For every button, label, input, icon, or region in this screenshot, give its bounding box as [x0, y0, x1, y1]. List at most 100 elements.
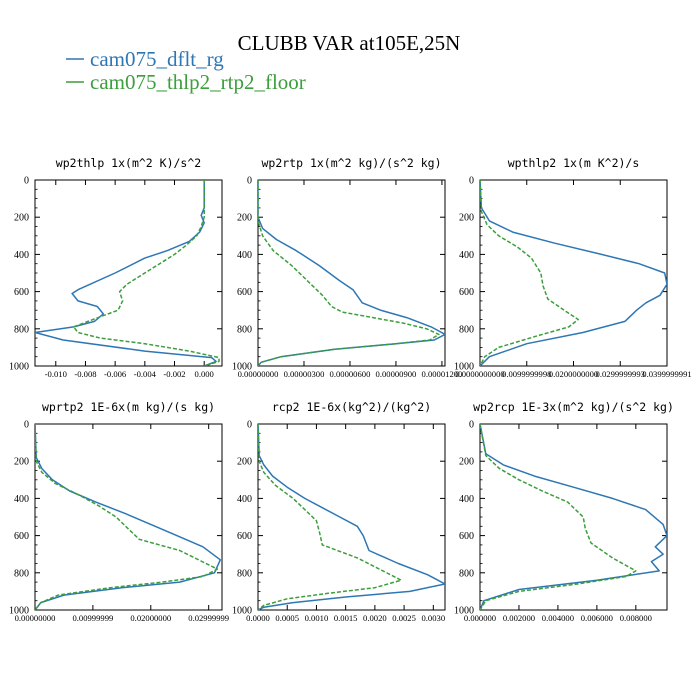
legend-label-floor: cam075_thlp2_rtp2_floor [90, 70, 306, 94]
panels: wp2thlp 1x(m^2 K)/s^2 0 200 400 600 800 1000 -0… [9, 156, 692, 623]
panel-title: wp2rcp 1E-3x(m^2 kg)/(s^2 kg) [473, 400, 674, 414]
panel-title: rcp2 1E-6x(kg^2)/(kg^2) [272, 400, 431, 414]
y-tick-label: 1000 [232, 362, 252, 373]
y-tick-label: 0 [469, 420, 474, 431]
plot-frame [257, 423, 446, 611]
y-tick-label: 1000 [454, 362, 474, 373]
x-tick-label: 0.008000 [620, 613, 652, 623]
x-tick-label: 0.0030 [421, 613, 445, 623]
x-tick-label: -0.010 [45, 369, 67, 379]
y-tick-label: 1000 [9, 606, 29, 617]
series-line-floor [72, 180, 220, 366]
y-tick-label: 0 [247, 420, 252, 431]
x-tick-label: 0.02000000 [130, 613, 171, 623]
series-line-dflt [258, 180, 445, 366]
y-tick-label: 200 [14, 457, 29, 468]
y-tick-label: 0 [469, 176, 474, 187]
plot-frame [34, 179, 223, 367]
x-tick-label: 0.00000300 [284, 369, 325, 379]
plot-frame [257, 179, 446, 367]
y-tick-label: 400 [459, 494, 474, 505]
series-line-floor [480, 180, 579, 366]
plot-frame [479, 179, 668, 367]
series-line-dflt [480, 424, 667, 610]
x-tick-label: 0.00000600 [330, 369, 371, 379]
x-tick-label: 0.00000000 [15, 613, 56, 623]
panel-title: wp2rtp 1x(m^2 kg)/(s^2 kg) [261, 156, 441, 170]
x-tick-label: 0.0099999998 [502, 369, 551, 379]
y-tick-label: 600 [14, 287, 29, 298]
x-tick-label: 0.0000 [246, 613, 270, 623]
x-tick-label: 0.0010 [305, 613, 329, 623]
panel-title: wpthlp2 1x(m K^2)/s [508, 156, 640, 170]
panel-5: wp2rcp 1E-3x(m^2 kg)/(s^2 kg) 0 200 400 600 8… [454, 400, 674, 623]
y-tick-label: 800 [14, 568, 29, 579]
x-tick-label: 0.0025 [392, 613, 416, 623]
x-tick-label: 0.0399999991 [642, 369, 691, 379]
y-tick-label: 0 [247, 176, 252, 187]
y-tick-label: 800 [237, 324, 252, 335]
y-tick-label: 400 [459, 250, 474, 261]
y-tick-label: 400 [14, 250, 29, 261]
y-tick-label: 0 [24, 420, 29, 431]
series-line-floor [480, 424, 637, 610]
series-line-floor [258, 424, 402, 610]
x-tick-label: 0.02999999 [188, 613, 229, 623]
series-line-dflt [258, 424, 445, 610]
panel-3: wprtp2 1E-6x(m kg)/(s kg) 0 200 400 600 800 10… [9, 400, 229, 623]
panel-4: rcp2 1E-6x(kg^2)/(kg^2) 0 200 400 600 800 1000… [232, 400, 446, 623]
x-tick-label: 0.00001200 [422, 369, 463, 379]
y-tick-label: 1000 [232, 606, 252, 617]
y-tick-label: 600 [14, 531, 29, 542]
y-tick-label: 600 [459, 287, 474, 298]
y-tick-label: 800 [459, 324, 474, 335]
legend-label-dflt: cam075_dflt_rg [90, 47, 224, 71]
y-tick-label: 800 [237, 568, 252, 579]
plot-frame [479, 423, 668, 611]
x-tick-label: -0.004 [134, 369, 157, 379]
x-tick-label: -0.008 [74, 369, 96, 379]
y-tick-label: 200 [237, 213, 252, 224]
x-tick-label: -0.002 [163, 369, 185, 379]
x-tick-label: 0.0015 [334, 613, 358, 623]
y-tick-label: 400 [14, 494, 29, 505]
x-tick-label: 0.002000 [503, 613, 535, 623]
x-tick-label: 0.0005 [275, 613, 299, 623]
x-tick-label: 0.006000 [581, 613, 613, 623]
y-tick-label: 600 [459, 531, 474, 542]
y-tick-label: 200 [459, 457, 474, 468]
y-tick-label: 200 [459, 213, 474, 224]
y-tick-label: 0 [24, 176, 29, 187]
x-tick-label: 0.004000 [542, 613, 574, 623]
series-line-dflt [35, 180, 217, 366]
y-tick-label: 400 [237, 494, 252, 505]
y-tick-label: 200 [237, 457, 252, 468]
x-tick-label: -0.006 [104, 369, 127, 379]
x-tick-label: 0.0299999993 [596, 369, 645, 379]
x-tick-label: 0.0000000000 [455, 369, 504, 379]
y-tick-label: 1000 [454, 606, 474, 617]
series-line-dflt [35, 424, 222, 610]
panel-1: wp2rtp 1x(m^2 kg)/(s^2 kg) 0 200 400 600 800 1… [232, 156, 462, 379]
x-tick-label: 0.00999999 [72, 613, 113, 623]
x-tick-label: 0.0200000000 [549, 369, 598, 379]
legend: cam075_dflt_rg cam075_thlp2_rtp2_floor [66, 47, 306, 94]
series-line-floor [35, 424, 219, 610]
x-tick-label: 0.000 [195, 369, 214, 379]
series-line-floor [258, 180, 440, 366]
panel-title: wp2thlp 1x(m^2 K)/s^2 [56, 156, 201, 170]
figure-title: CLUBB VAR at105E,25N [238, 31, 461, 55]
x-tick-label: 0.00000900 [376, 369, 417, 379]
y-tick-label: 1000 [9, 362, 29, 373]
x-tick-label: 0.000000 [464, 613, 496, 623]
y-tick-label: 800 [459, 568, 474, 579]
x-tick-label: 0.0020 [363, 613, 387, 623]
x-tick-label: 0.00000000 [238, 369, 279, 379]
panel-title: wprtp2 1E-6x(m kg)/(s kg) [42, 400, 215, 414]
y-tick-label: 200 [14, 213, 29, 224]
y-tick-label: 800 [14, 324, 29, 335]
series-line-dflt [480, 180, 667, 366]
plot-frame [34, 423, 223, 611]
y-tick-label: 600 [237, 531, 252, 542]
